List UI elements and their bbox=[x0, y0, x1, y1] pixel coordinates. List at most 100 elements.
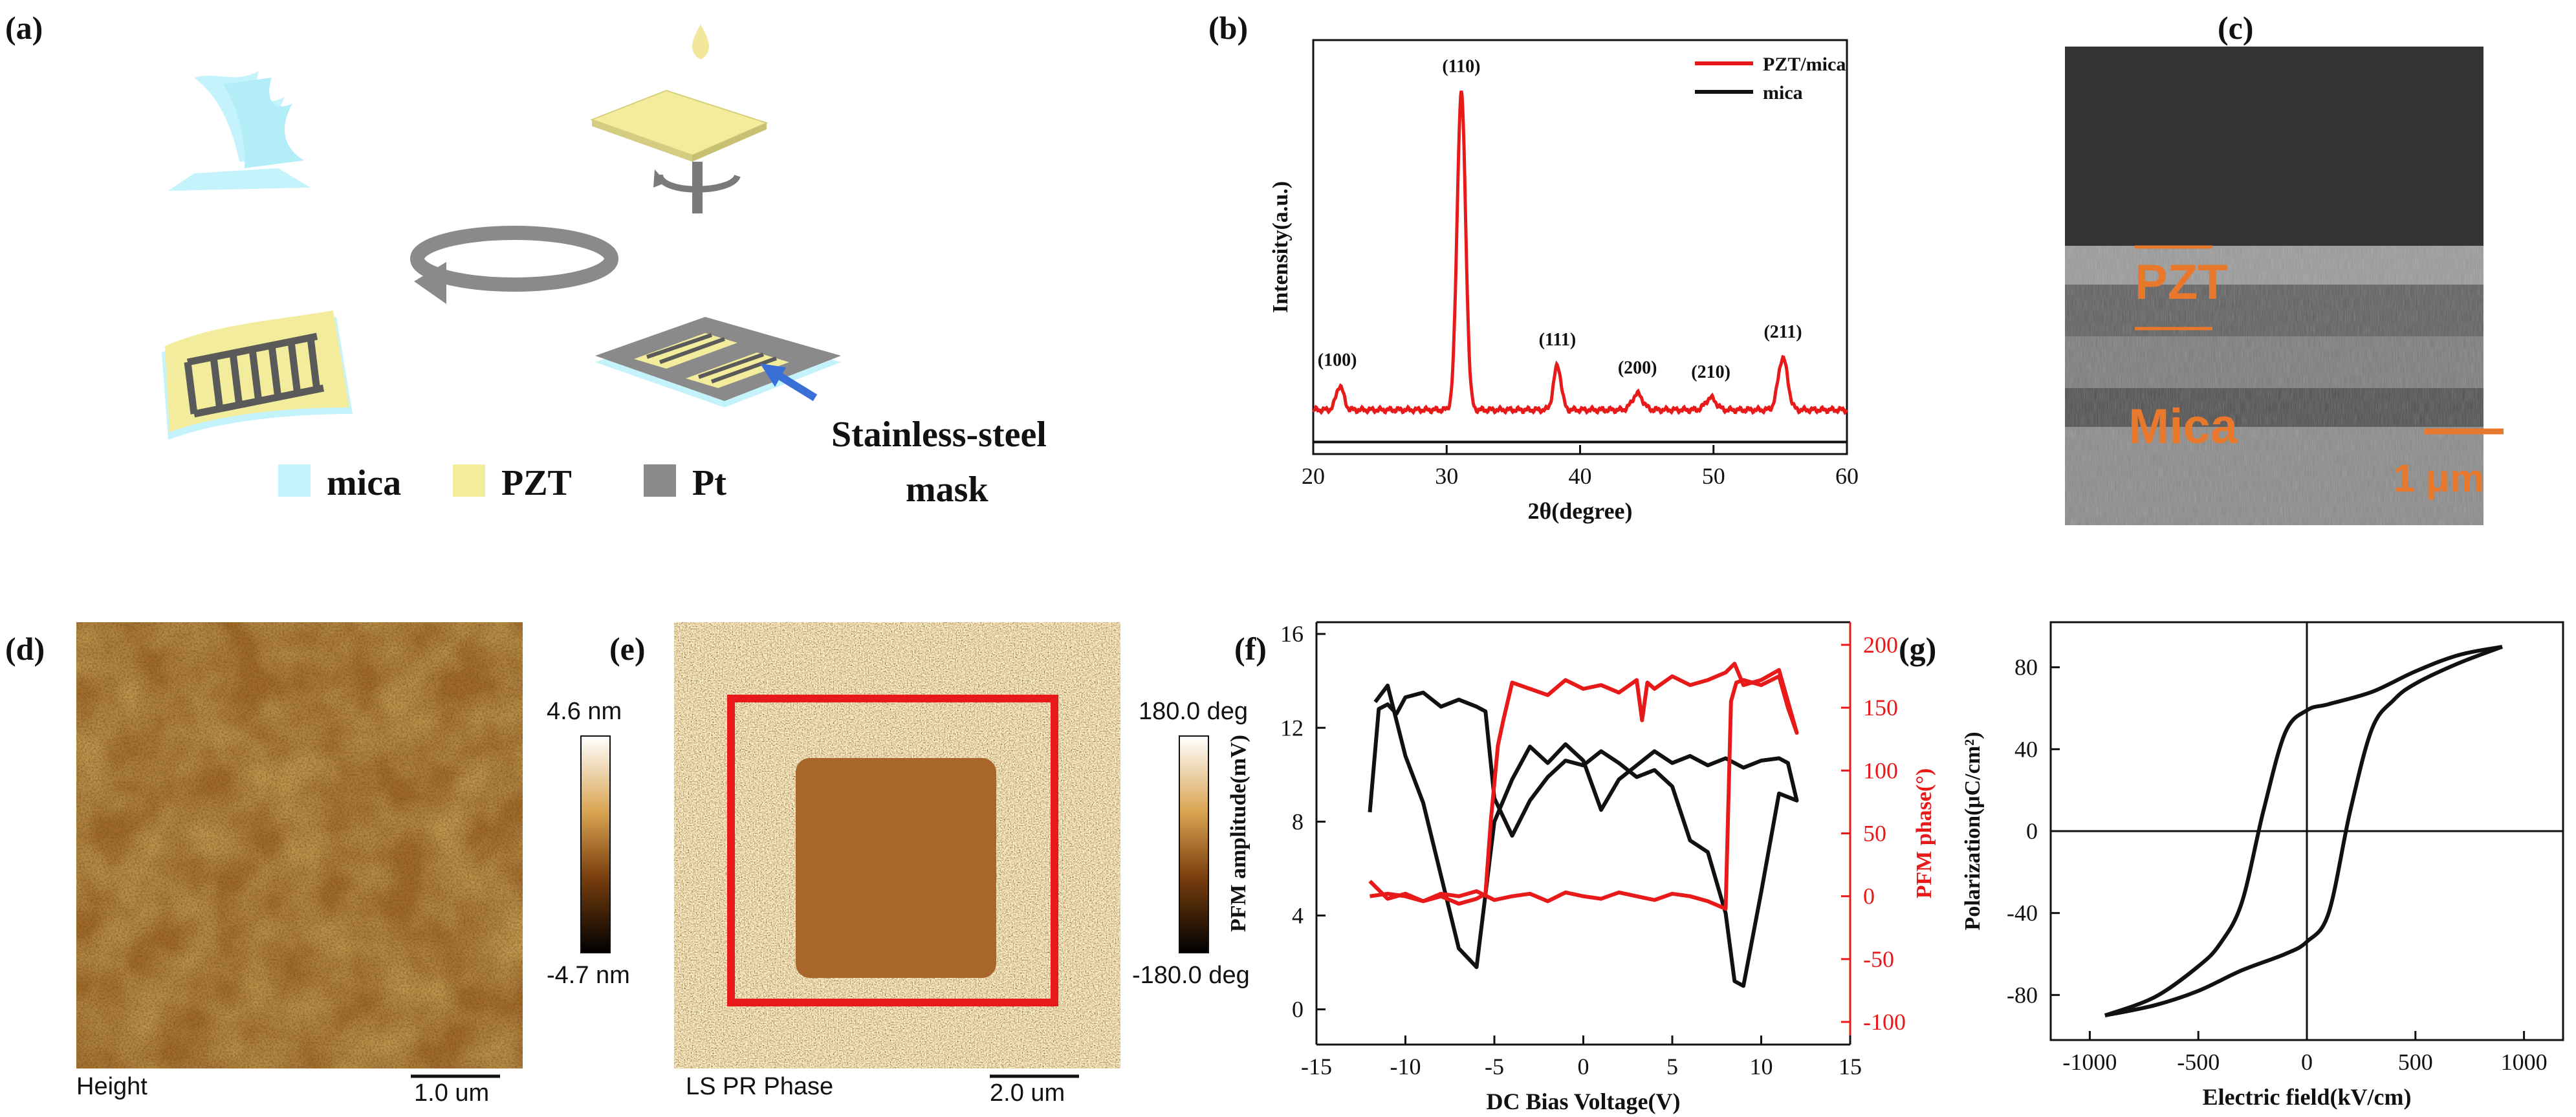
pfm-loop-chart: -15 -10 -5 0 5 10 150481216-100-50050100150200… bbox=[1227, 621, 1936, 1114]
legend-text-pt: Pt bbox=[692, 463, 726, 503]
x-tick-label: -1000 bbox=[2062, 1049, 2117, 1075]
legend-text-mica: mica bbox=[327, 463, 401, 503]
panel-g: (g) -1000 -500 0 500 1000 -80 -40 0 40 80 Electric… bbox=[1899, 621, 2564, 1110]
pfm-phase-caption: LS PR Phase bbox=[686, 1073, 833, 1100]
phase-cbar-min: -180.0 deg bbox=[1132, 962, 1250, 989]
x-tick-label: 5 bbox=[1666, 1054, 1678, 1079]
panel-c-label: (c) bbox=[2218, 10, 2254, 46]
height-cbar-max: 4.6 nm bbox=[547, 698, 622, 725]
stainless-steel-mask bbox=[595, 317, 841, 407]
series-line-lower-branch bbox=[2104, 645, 2504, 1017]
y-tick-label: 0 bbox=[1292, 997, 1304, 1023]
height-cbar-min: -4.7 nm bbox=[547, 962, 630, 989]
sem-mica-label: Mica bbox=[2128, 399, 2238, 454]
y-tick-label: 0 bbox=[2026, 818, 2038, 844]
process-arrow-icon bbox=[410, 226, 618, 304]
x-tick-label: 500 bbox=[2398, 1049, 2433, 1075]
panel-f: (f) -15 -10 -5 0 5 10 150481216-100-5005010015… bbox=[1227, 621, 1936, 1114]
peak-annotation: (111) bbox=[1539, 330, 1577, 350]
legend-swatch-mica bbox=[278, 464, 311, 497]
x-tick-label: 1000 bbox=[2501, 1049, 2548, 1075]
x-tick-label: -10 bbox=[1390, 1054, 1421, 1079]
panel-d-label: (d) bbox=[5, 631, 45, 667]
x-tick-label: 60 bbox=[1835, 463, 1859, 489]
peak-annotation: (200) bbox=[1618, 358, 1657, 378]
x-tick-label: -500 bbox=[2177, 1049, 2220, 1075]
x-tick-label: 50 bbox=[1702, 463, 1725, 489]
afm-height-caption: Height bbox=[76, 1073, 147, 1100]
x-axis-label: Electric field(kV/cm) bbox=[2203, 1084, 2412, 1110]
peak-annotation: (210) bbox=[1691, 362, 1730, 382]
y-tick-label: 4 bbox=[1292, 902, 1304, 928]
legend-swatch-pzt bbox=[453, 464, 485, 497]
height-colorbar bbox=[580, 735, 611, 953]
panel-e: (e) LS PR Phase 2.0 um 180.0 deg -180.0 … bbox=[609, 622, 1250, 1107]
peak-annotation: (211) bbox=[1763, 322, 1802, 342]
pe-loop-chart: -1000 -500 0 500 1000 -80 -40 0 40 80 Electric fie… bbox=[1961, 621, 2564, 1110]
afm-height-image bbox=[76, 622, 523, 1068]
panel-d: (d) Height 1.0 um 4.6 nm -4.7 nm bbox=[5, 622, 630, 1107]
y-tick-label: 40 bbox=[2014, 736, 2038, 762]
sem-image bbox=[2065, 47, 2504, 525]
y-tick-label: -40 bbox=[2007, 900, 2038, 926]
poled-region bbox=[796, 758, 996, 978]
phase-cbar-max: 180.0 deg bbox=[1139, 698, 1248, 725]
panel-f-label: (f) bbox=[1234, 631, 1267, 667]
y-axis-label: PFM amplitude(mV) bbox=[1227, 735, 1250, 932]
poling-box bbox=[727, 695, 1058, 1006]
series-line-pfm-amplitude bbox=[1368, 683, 1799, 988]
y2-tick-label: 200 bbox=[1863, 632, 1898, 658]
panel-g-label: (g) bbox=[1899, 631, 1936, 667]
x-tick-label: 30 bbox=[1435, 463, 1458, 489]
x-tick-label: 10 bbox=[1750, 1054, 1773, 1079]
y-tick-label: 80 bbox=[2014, 655, 2038, 680]
sem-pzt-label: PZT bbox=[2135, 255, 2228, 310]
series-line-PZT/mica bbox=[1312, 90, 1848, 415]
legend-text-pzt: PZT bbox=[501, 463, 572, 503]
y2-tick-label: 0 bbox=[1863, 884, 1875, 909]
x-tick-label: 20 bbox=[1302, 463, 1325, 489]
legend-text-PZT/mica: PZT/mica bbox=[1763, 54, 1846, 75]
peak-annotation: (110) bbox=[1442, 57, 1480, 77]
y2-tick-label: 50 bbox=[1863, 821, 1886, 847]
y-tick-label: 8 bbox=[1292, 808, 1304, 834]
x-tick-label: 15 bbox=[1839, 1054, 1862, 1079]
x-axis-label: 2θ(degree) bbox=[1527, 498, 1632, 524]
x-tick-label: 0 bbox=[2301, 1049, 2313, 1075]
mask-label-line1: Stainless-steel bbox=[831, 415, 1047, 455]
y2-tick-label: 100 bbox=[1863, 757, 1898, 783]
spin-coater bbox=[590, 25, 769, 213]
peak-annotation: (100) bbox=[1318, 350, 1357, 370]
y2-tick-label: -100 bbox=[1863, 1009, 1906, 1035]
panel-b-label: (b) bbox=[1208, 10, 1248, 46]
mica-flakes bbox=[168, 71, 311, 191]
y2-axis-label: PFM phase(°) bbox=[1912, 768, 1936, 899]
panel-e-label: (e) bbox=[609, 631, 646, 667]
flexible-device bbox=[162, 310, 353, 440]
x-axis-label: DC Bias Voltage(V) bbox=[1486, 1089, 1680, 1114]
series-line-pfm-phase bbox=[1368, 662, 1799, 911]
x-tick-label: -5 bbox=[1485, 1054, 1504, 1079]
y-axis-label: Polarization(μC/cm²) bbox=[1961, 732, 1985, 930]
pfm-phase-scale: 2.0 um bbox=[990, 1079, 1065, 1107]
mica-flake-layer bbox=[223, 78, 304, 168]
series-line-upper-branch bbox=[2104, 645, 2503, 1017]
y-tick-label: -80 bbox=[2007, 982, 2038, 1008]
afm-height-scale: 1.0 um bbox=[414, 1079, 489, 1107]
y2-tick-label: 150 bbox=[1863, 695, 1898, 721]
mask-label-line2: mask bbox=[906, 470, 988, 510]
x-tick-label: 0 bbox=[1578, 1054, 1589, 1079]
legend-swatch-pt bbox=[644, 464, 676, 497]
panel-c: (c) PZT Mica 1 μm bbox=[2065, 10, 2504, 525]
sem-scale-label: 1 μm bbox=[2394, 457, 2484, 500]
y-tick-label: 12 bbox=[1280, 715, 1304, 741]
panel-a-label: (a) bbox=[5, 10, 43, 46]
panel-a: (a) bbox=[5, 10, 1047, 510]
y2-tick-label: -50 bbox=[1863, 946, 1894, 972]
xrd-chart: 20 30 40 50 60 2θ(degree) Intensity(a.u.) (100)… bbox=[1269, 39, 1859, 524]
schematic-legend: mica PZT Pt bbox=[278, 463, 726, 503]
legend-text-mica: mica bbox=[1763, 82, 1803, 103]
x-tick-label: 40 bbox=[1569, 463, 1592, 489]
panel-b: (b) 20 30 40 50 60 2θ(degree) Intensity(a.u.) (… bbox=[1208, 10, 1859, 524]
